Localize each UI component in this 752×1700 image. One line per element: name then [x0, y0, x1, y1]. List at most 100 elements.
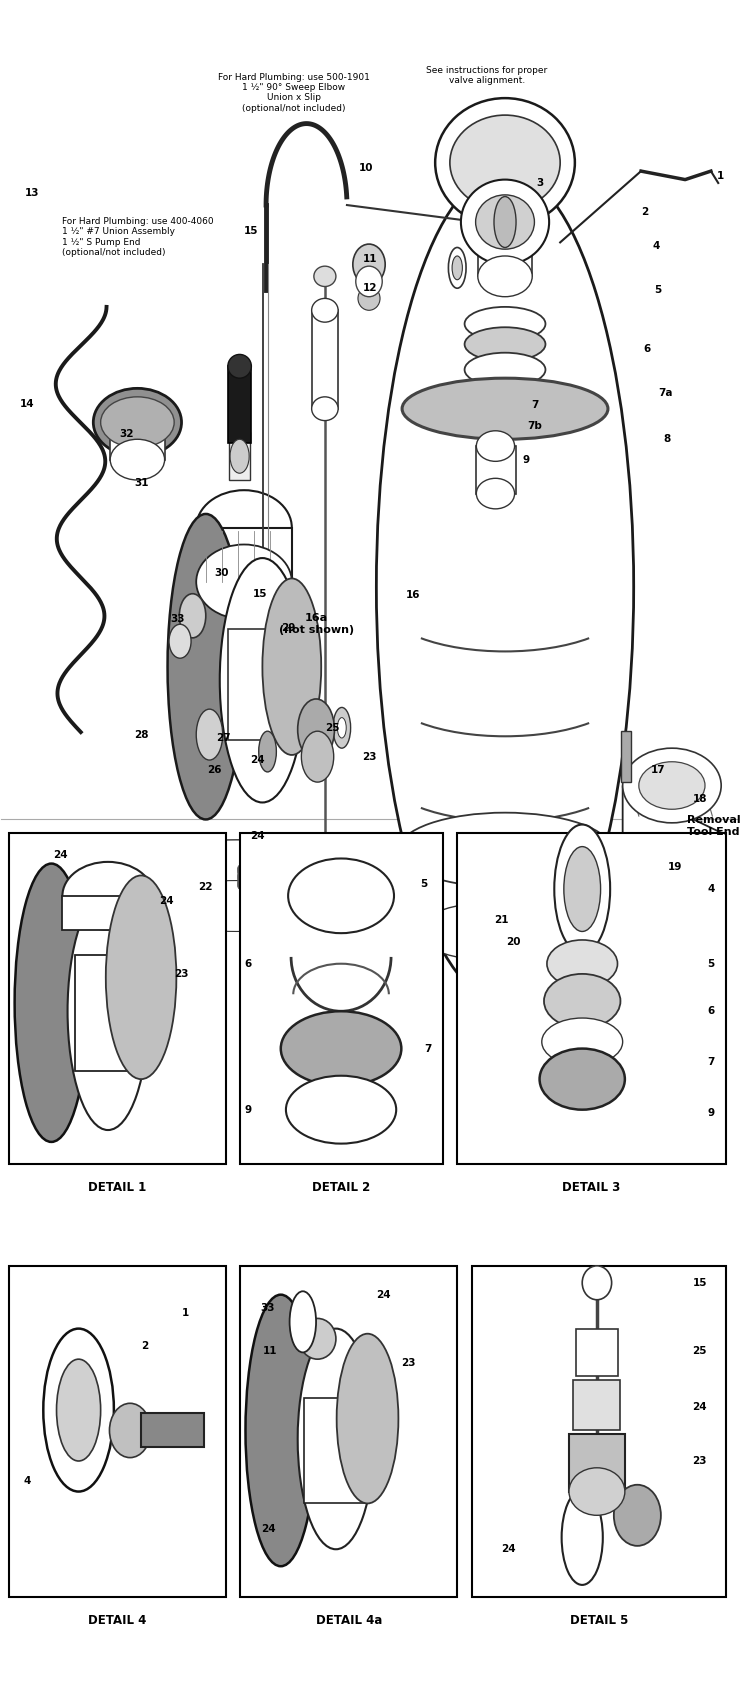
- Text: DETAIL 1: DETAIL 1: [88, 1182, 147, 1193]
- FancyBboxPatch shape: [475, 445, 516, 493]
- FancyBboxPatch shape: [241, 833, 442, 1164]
- Text: 24: 24: [377, 1290, 391, 1300]
- Ellipse shape: [245, 1295, 316, 1566]
- Ellipse shape: [465, 377, 545, 411]
- FancyBboxPatch shape: [241, 1266, 457, 1596]
- FancyBboxPatch shape: [9, 833, 226, 1164]
- Ellipse shape: [152, 881, 321, 932]
- Text: 26: 26: [208, 765, 222, 775]
- Text: 28: 28: [134, 729, 148, 740]
- Circle shape: [238, 865, 242, 876]
- Ellipse shape: [639, 762, 705, 809]
- Text: DETAIL 4a: DETAIL 4a: [316, 1613, 382, 1627]
- Text: 25: 25: [693, 1346, 707, 1355]
- Text: 10: 10: [359, 163, 373, 173]
- Text: 31: 31: [134, 478, 148, 488]
- Circle shape: [199, 879, 204, 889]
- Text: 9: 9: [244, 1105, 251, 1115]
- Circle shape: [290, 1292, 316, 1353]
- FancyBboxPatch shape: [576, 1329, 617, 1375]
- Text: 25: 25: [325, 722, 339, 733]
- Circle shape: [161, 865, 165, 876]
- Text: 15: 15: [244, 226, 259, 236]
- Text: 7: 7: [532, 400, 539, 410]
- FancyBboxPatch shape: [304, 1397, 366, 1503]
- Text: 11: 11: [363, 255, 378, 265]
- Ellipse shape: [353, 245, 385, 286]
- Text: 5: 5: [708, 959, 714, 969]
- Ellipse shape: [101, 396, 174, 447]
- Ellipse shape: [298, 699, 335, 760]
- Text: For Hard Plumbing: use 400-4060
1 ½" #7 Union Assembly
1 ½" S Pump End
(optional: For Hard Plumbing: use 400-4060 1 ½" #7 …: [62, 218, 214, 257]
- Ellipse shape: [286, 1076, 396, 1144]
- Text: 11: 11: [262, 1346, 277, 1355]
- Circle shape: [180, 865, 184, 876]
- Circle shape: [161, 879, 165, 889]
- Text: 15: 15: [693, 1278, 707, 1289]
- FancyBboxPatch shape: [75, 955, 141, 1071]
- Ellipse shape: [311, 299, 338, 323]
- Ellipse shape: [614, 1484, 661, 1545]
- Ellipse shape: [110, 1402, 150, 1457]
- Circle shape: [238, 872, 242, 882]
- Text: DETAIL 5: DETAIL 5: [569, 1613, 628, 1627]
- Ellipse shape: [582, 1266, 611, 1300]
- Ellipse shape: [288, 858, 394, 933]
- Text: 4: 4: [23, 1476, 31, 1486]
- Text: 9: 9: [523, 454, 530, 464]
- Circle shape: [494, 197, 516, 248]
- Text: 1: 1: [717, 172, 724, 182]
- Ellipse shape: [540, 1049, 625, 1110]
- Text: 23: 23: [693, 1455, 707, 1465]
- Text: 24: 24: [693, 1402, 707, 1411]
- Ellipse shape: [465, 328, 545, 360]
- Ellipse shape: [196, 544, 292, 619]
- Text: 5: 5: [654, 286, 662, 294]
- FancyBboxPatch shape: [569, 1433, 625, 1491]
- FancyBboxPatch shape: [228, 629, 285, 740]
- Circle shape: [218, 879, 223, 889]
- Text: 24: 24: [250, 831, 265, 842]
- Circle shape: [276, 865, 280, 876]
- Text: 16a
(not shown): 16a (not shown): [278, 614, 353, 636]
- Ellipse shape: [14, 864, 88, 1142]
- Circle shape: [333, 707, 350, 748]
- Text: 7b: 7b: [528, 420, 543, 430]
- FancyBboxPatch shape: [478, 223, 532, 277]
- Text: 18: 18: [693, 794, 707, 804]
- Text: 23: 23: [401, 1358, 415, 1367]
- Ellipse shape: [417, 901, 593, 962]
- Text: 24: 24: [159, 896, 174, 906]
- FancyBboxPatch shape: [111, 422, 165, 459]
- Text: 30: 30: [215, 568, 229, 578]
- Text: DETAIL 2: DETAIL 2: [312, 1182, 371, 1193]
- Text: 9: 9: [708, 1108, 714, 1119]
- Ellipse shape: [402, 377, 608, 439]
- Text: 29: 29: [281, 622, 296, 632]
- Text: 33: 33: [171, 614, 185, 624]
- Circle shape: [256, 865, 261, 876]
- Ellipse shape: [228, 354, 251, 377]
- FancyBboxPatch shape: [472, 1266, 726, 1596]
- Ellipse shape: [465, 352, 545, 386]
- Circle shape: [452, 257, 462, 280]
- FancyBboxPatch shape: [311, 311, 338, 408]
- Ellipse shape: [179, 593, 206, 638]
- Polygon shape: [623, 785, 722, 932]
- Text: 24: 24: [53, 850, 68, 860]
- Circle shape: [180, 879, 184, 889]
- Text: 2: 2: [141, 1341, 148, 1350]
- FancyBboxPatch shape: [196, 527, 292, 581]
- Text: See instructions for proper
valve alignment.: See instructions for proper valve alignm…: [426, 66, 547, 85]
- Circle shape: [199, 865, 204, 876]
- Text: 7: 7: [424, 1044, 432, 1054]
- Text: 15: 15: [253, 588, 268, 598]
- FancyBboxPatch shape: [228, 366, 251, 442]
- Ellipse shape: [623, 901, 721, 962]
- FancyBboxPatch shape: [229, 432, 250, 479]
- Text: Removal
Tool End: Removal Tool End: [687, 816, 740, 836]
- Circle shape: [256, 879, 261, 889]
- Ellipse shape: [547, 940, 617, 988]
- Circle shape: [44, 1329, 114, 1491]
- Text: 21: 21: [494, 915, 508, 925]
